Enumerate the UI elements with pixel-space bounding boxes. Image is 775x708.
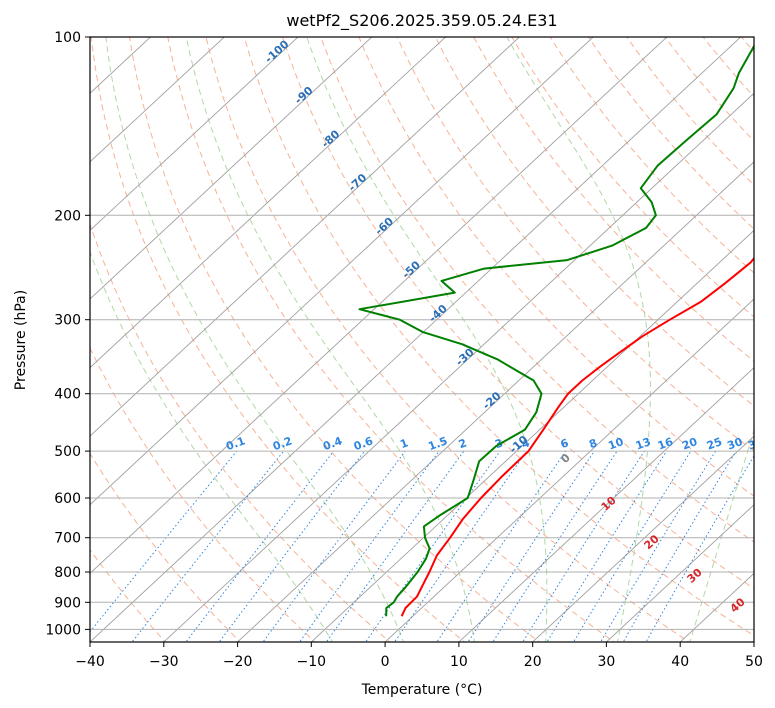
x-tick-label: −10 xyxy=(297,654,327,670)
y-tick-label: 1000 xyxy=(45,622,81,638)
sounding-series xyxy=(358,44,754,617)
mixing-ratio-label: 10 xyxy=(606,435,625,453)
mixing-ratio-label: 20 xyxy=(680,435,699,453)
mixing-ratio-label: 30 xyxy=(725,435,744,453)
dry-adiabat-line xyxy=(243,37,754,637)
isotherm-line xyxy=(163,92,754,642)
isotherm-line xyxy=(605,504,754,642)
dry-adiabat-line xyxy=(281,37,754,590)
mixing-ratio-line xyxy=(131,450,285,642)
isotherm-line xyxy=(90,37,373,300)
isotherm-line xyxy=(531,435,754,642)
x-tick-label: 10 xyxy=(450,654,468,670)
mixing-ratio-label: 25 xyxy=(705,435,724,452)
mixing-ratio-line xyxy=(185,450,335,642)
isotherm-line xyxy=(236,161,754,642)
mixing-ratio-line xyxy=(298,450,440,642)
isotherm-line xyxy=(90,37,225,163)
mixing-ratio-label: 0.4 xyxy=(321,434,344,453)
dry-adiabat-line xyxy=(511,37,754,318)
moist-adiabat-line xyxy=(105,37,405,642)
x-tick-label: 50 xyxy=(745,654,763,670)
x-axis-ticks: −40 −30 −20 −10 0 10 20 30 40 50 xyxy=(75,642,763,670)
pressure-gridlines xyxy=(90,37,754,630)
isotherm-line xyxy=(90,37,521,437)
y-axis-label: Pressure (hPa) xyxy=(13,290,29,390)
isotherm-line xyxy=(384,298,754,642)
x-tick-label: −20 xyxy=(223,654,253,670)
mixing-ratio-label: 0.2 xyxy=(271,434,294,453)
y-tick-label: 100 xyxy=(54,30,81,46)
dry-adiabat-line xyxy=(90,37,466,642)
mixing-ratio-label: 0.6 xyxy=(352,434,375,453)
background-line-labels: 0.10.20.40.611.52346810131620253036-100-… xyxy=(224,38,765,616)
x-tick-label: −30 xyxy=(149,654,179,670)
mixing-ratio-label: 0.1 xyxy=(224,434,247,453)
y-tick-label: 500 xyxy=(54,444,81,460)
mixing-ratio-label: 1 xyxy=(398,436,410,451)
mixing-ratio-line xyxy=(262,450,406,642)
x-tick-label: 40 xyxy=(671,654,689,670)
plot-frame xyxy=(89,36,755,643)
dry-adiabat-line xyxy=(358,37,754,497)
y-tick-label: 300 xyxy=(54,313,81,329)
x-axis-label: Temperature (°C) xyxy=(361,682,483,698)
isotherm-line xyxy=(90,37,594,506)
isotherm-line xyxy=(90,37,299,232)
x-tick-label: −40 xyxy=(75,654,105,670)
mixing-ratio-label: 36 xyxy=(746,435,765,453)
mixing-ratio-label: 6 xyxy=(559,436,571,451)
mixing-ratio-lines xyxy=(90,450,754,642)
mixing-ratio-line xyxy=(325,450,465,642)
isotherm-line xyxy=(90,37,668,574)
isotherm-line xyxy=(310,229,754,642)
isotherm-line xyxy=(458,367,754,642)
mixing-ratio-label: 16 xyxy=(656,435,675,453)
dry-adiabat-line xyxy=(90,452,241,642)
x-tick-label: 30 xyxy=(597,654,615,670)
temperature-profile-line xyxy=(400,256,754,617)
mixing-ratio-label: 2 xyxy=(457,436,469,451)
mixing-ratio-line xyxy=(90,450,238,633)
mixing-ratio-line xyxy=(436,450,567,642)
y-tick-label: 600 xyxy=(54,491,81,507)
y-tick-label: 200 xyxy=(54,208,81,224)
mixing-ratio-label: 4 xyxy=(520,436,532,451)
mixing-ratio-line xyxy=(522,450,645,642)
isotherms xyxy=(90,37,754,642)
mixing-ratio-label: 1.5 xyxy=(427,434,450,453)
mixing-ratio-label: 13 xyxy=(634,435,653,452)
y-axis-ticks: 100 200 300 400 500 600 700 800 900 1000 xyxy=(45,30,90,638)
y-tick-label: 800 xyxy=(54,565,81,581)
mixing-ratio-line xyxy=(572,450,692,642)
chart-title: wetPf2_S206.2025.359.05.24.E31 xyxy=(286,11,557,31)
mixing-ratio-label: 8 xyxy=(587,436,599,451)
y-tick-label: 700 xyxy=(54,531,81,547)
dry-adiabat-line xyxy=(320,37,754,543)
isotherm-line xyxy=(90,37,447,369)
mixing-ratio-line xyxy=(492,450,618,642)
y-tick-label: 400 xyxy=(54,387,81,403)
x-tick-label: 20 xyxy=(524,654,542,670)
plot-area: 0.10.20.40.611.52346810131620253036-100-… xyxy=(90,37,765,642)
mixing-ratio-line xyxy=(365,450,501,642)
isotherm-line xyxy=(90,37,742,642)
dewpoint-profile-line xyxy=(358,44,754,617)
x-tick-label: 0 xyxy=(381,654,390,670)
mixing-ratio-line xyxy=(622,450,737,642)
mixing-ratio-line xyxy=(546,450,668,642)
mixing-ratio-line xyxy=(645,454,754,642)
mixing-ratio-line xyxy=(467,450,595,642)
y-tick-label: 900 xyxy=(54,595,81,611)
mixing-ratio-line xyxy=(393,450,528,642)
